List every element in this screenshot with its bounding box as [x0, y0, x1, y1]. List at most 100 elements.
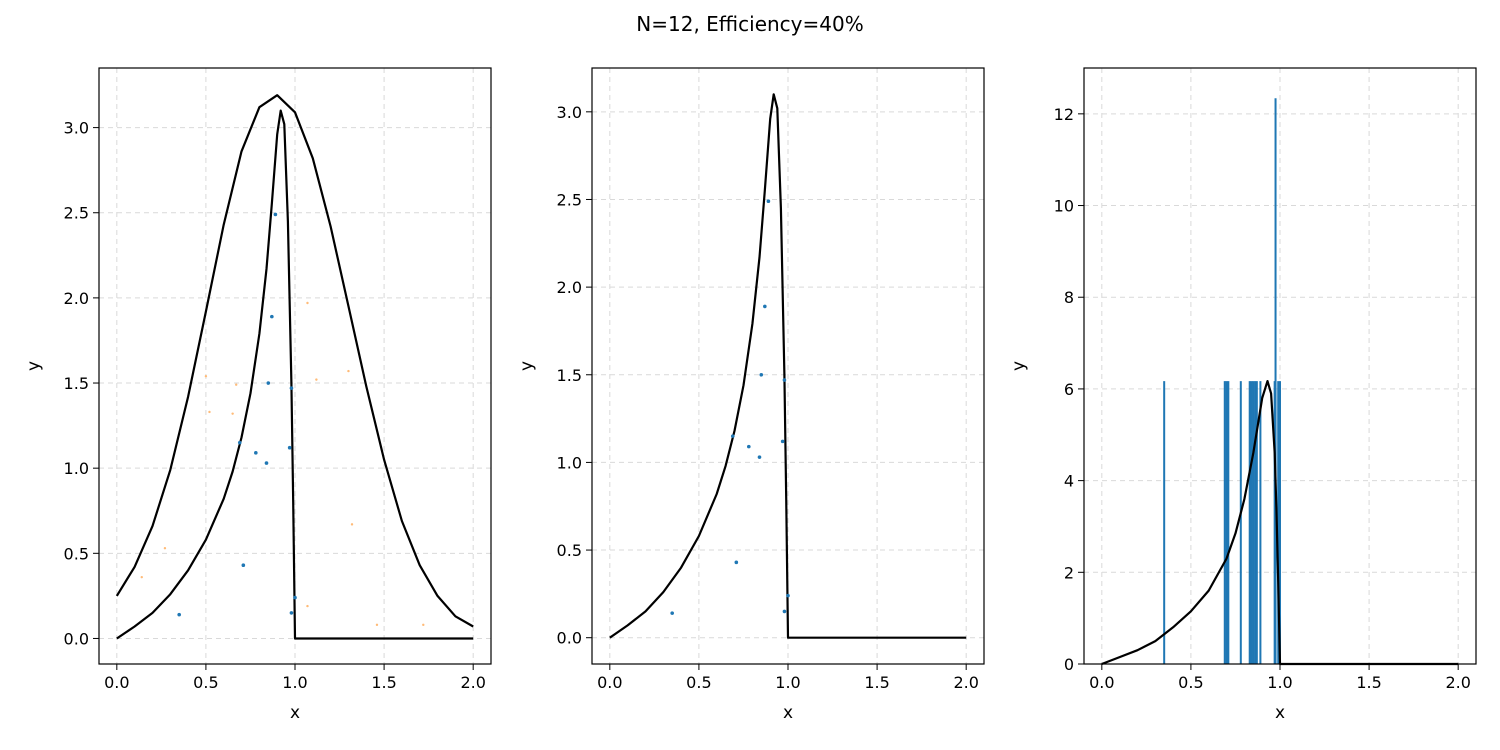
hist-bar [1163, 381, 1166, 664]
hist-bar [1252, 381, 1255, 664]
curve-target [116, 109, 474, 640]
x-tick-label: 2.0 [460, 673, 485, 692]
y-tick-label: 3.0 [64, 119, 89, 138]
hist-bar [1225, 381, 1228, 664]
accepted-point [670, 611, 674, 615]
x-tick-label: 0.0 [104, 673, 129, 692]
x-tick-label: 0.5 [1178, 673, 1203, 692]
accepted-point [289, 386, 294, 390]
rejected-point [231, 412, 234, 415]
rejected-point [375, 623, 379, 627]
hist-bar [1259, 381, 1262, 664]
y-axis-label: y [1009, 361, 1029, 371]
hist-bar [1279, 381, 1281, 664]
y-tick-label: 2.5 [64, 204, 89, 223]
x-axis-label: x [783, 703, 793, 723]
rejected-point [306, 301, 309, 305]
accepted-point [273, 212, 278, 217]
hist-bar [1239, 381, 1242, 664]
accepted-point [287, 445, 292, 450]
accepted-point [293, 595, 297, 600]
y-tick-label: 2 [1064, 563, 1074, 582]
accepted-point [270, 314, 274, 319]
accepted-point [763, 304, 767, 309]
accepted-point [734, 560, 739, 565]
x-tick-label: 1.5 [864, 673, 889, 692]
y-tick-label: 1.0 [557, 453, 582, 472]
x-tick-label: 2.0 [1445, 673, 1470, 692]
x-axis-label: x [1275, 703, 1285, 723]
y-tick-label: 4 [1064, 472, 1074, 491]
y-tick-label: 0.5 [557, 541, 582, 560]
accepted-point [289, 611, 294, 615]
y-tick-label: 1.5 [64, 374, 89, 393]
rejected-point [315, 378, 318, 381]
curve-target [609, 93, 967, 639]
hist-bar [1223, 381, 1226, 664]
hist-bar [1248, 381, 1251, 664]
x-tick-label: 0.5 [686, 673, 711, 692]
hist-bar [1227, 381, 1230, 664]
y-tick-label: 2.0 [64, 289, 89, 308]
x-tick-label: 0.0 [1089, 673, 1114, 692]
accepted-point [759, 372, 764, 377]
accepted-point [237, 440, 242, 445]
y-tick-label: 0.5 [64, 544, 89, 563]
accepted-point [730, 434, 735, 438]
figure-title: N=12, Efficiency=40% [636, 12, 864, 36]
y-tick-label: 3.0 [557, 103, 582, 122]
accepted-point [782, 378, 787, 382]
rejected-point [140, 575, 143, 579]
x-tick-label: 1.0 [1267, 673, 1292, 692]
rejected-point [422, 623, 425, 627]
rejected-point [235, 383, 238, 386]
y-tick-label: 2.0 [557, 278, 582, 297]
accepted-point [747, 444, 751, 449]
curve-envelope [115, 94, 474, 628]
accepted-point [264, 461, 269, 465]
accepted-point [757, 455, 762, 459]
y-tick-label: 1.0 [64, 459, 89, 478]
hist-bar [1254, 381, 1257, 664]
y-axis-label: y [24, 361, 44, 371]
right-panel: 0.0 0.5 1.0 1.5 2.0 0 2 4 6 8 10 12 x y [1009, 67, 1477, 723]
hist-bar [1255, 381, 1258, 664]
x-tick-label: 0.0 [597, 673, 622, 692]
y-tick-label: 0.0 [64, 629, 89, 648]
y-tick-label: 8 [1064, 288, 1074, 307]
rejected-point [347, 369, 350, 373]
y-tick-label: 1.5 [557, 366, 582, 385]
x-tick-label: 2.0 [953, 673, 978, 692]
rejected-point [204, 375, 208, 378]
x-tick-label: 1.0 [775, 673, 800, 692]
rejected-point [306, 604, 309, 608]
y-tick-label: 0 [1064, 655, 1074, 674]
y-tick-label: 2.5 [557, 190, 582, 209]
y-axis-label: y [517, 361, 537, 371]
rejected-point [350, 523, 354, 526]
left-panel: 0.0 0.5 1.0 1.5 2.0 0.0 0.5 1.0 1.5 2.0 2.5 3.0 x y [24, 67, 492, 723]
x-tick-label: 1.5 [371, 673, 396, 692]
y-tick-label: 10 [1054, 197, 1074, 216]
accepted-point [786, 593, 790, 598]
middle-panel: 0.0 0.5 1.0 1.5 2.0 0.0 0.5 1.0 1.5 2.0 2.5 3.0 x y [517, 67, 985, 723]
x-tick-label: 0.5 [193, 673, 218, 692]
accepted-point [254, 451, 258, 455]
accepted-point [241, 563, 246, 568]
hist-bar [1250, 381, 1253, 664]
hist-bar [1277, 381, 1280, 664]
y-tick-label: 12 [1054, 105, 1074, 124]
hist-bar [1274, 98, 1277, 664]
y-tick-label: 6 [1064, 380, 1074, 399]
accepted-point [177, 612, 181, 617]
x-axis-label: x [290, 703, 300, 723]
y-tick-label: 0.0 [557, 629, 582, 648]
rejected-point [163, 547, 167, 550]
accepted-point [780, 439, 785, 444]
x-tick-label: 1.0 [282, 673, 307, 692]
accepted-point [782, 609, 787, 614]
accepted-point [266, 381, 271, 385]
rejected-point [208, 410, 211, 414]
accepted-point [766, 199, 771, 204]
